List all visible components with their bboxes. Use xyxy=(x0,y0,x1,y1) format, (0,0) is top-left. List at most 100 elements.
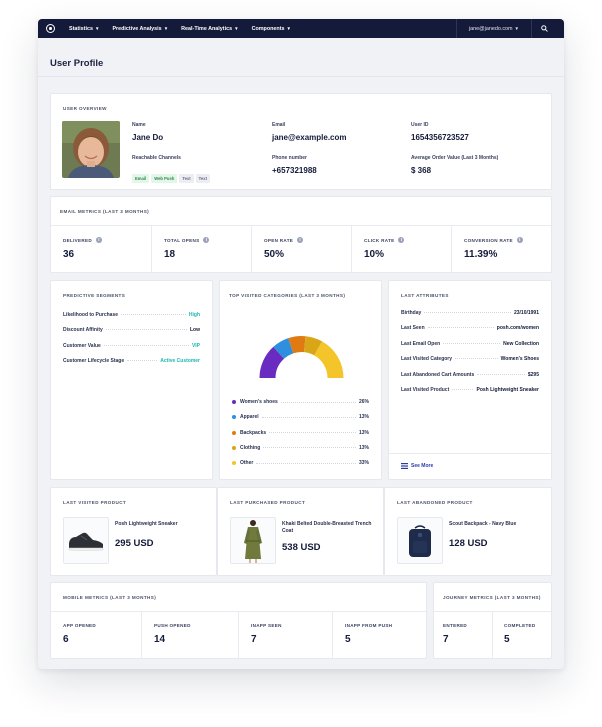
name-label: Name xyxy=(132,122,146,128)
product-name[interactable]: Khaki Belted Double-Breasted Trench Coat xyxy=(282,521,372,535)
info-icon[interactable]: i xyxy=(297,237,304,243)
product-image[interactable] xyxy=(63,517,109,564)
list-icon xyxy=(401,463,408,469)
segment-value: High xyxy=(188,312,200,318)
channel-chip: Email xyxy=(132,173,150,184)
legend-value: 33% xyxy=(358,460,369,467)
nav-label: Real-Time Analytics xyxy=(181,25,233,32)
phone-label: Phone number xyxy=(272,155,308,161)
metric-label: COMPLETED xyxy=(504,623,536,628)
segment-key: Customer Value xyxy=(63,343,101,349)
product-price: 128 USD xyxy=(449,538,488,549)
dotted-leader xyxy=(256,462,356,464)
channel-chip: Text xyxy=(179,173,194,184)
legend-item: Clothing 13% xyxy=(232,445,369,451)
card-title: JOURNEY METRICS (LAST 3 MONTHS) xyxy=(443,595,541,600)
donut-segment[interactable] xyxy=(259,346,285,378)
segment-row: Customer Value VIP xyxy=(63,343,200,349)
donut-segment[interactable] xyxy=(303,336,323,356)
dotted-leader xyxy=(269,432,356,434)
see-more-label: See More xyxy=(411,463,434,469)
donut-segment[interactable] xyxy=(273,338,294,359)
info-icon[interactable]: i xyxy=(203,237,210,243)
legend-label: Clothing xyxy=(240,444,261,451)
attribute-value: $295 xyxy=(527,372,539,378)
user-email: jane@janedo.com xyxy=(468,25,513,32)
attribute-key: Last Visited Category xyxy=(401,356,453,362)
dotted-leader xyxy=(105,329,187,330)
user-email-value[interactable]: jane@example.com xyxy=(272,133,347,142)
nav-statistics[interactable]: Statistics ▼ xyxy=(69,26,99,32)
card-divider xyxy=(389,453,551,454)
dotted-leader xyxy=(455,358,498,359)
attribute-row: Last Seen posh.com/women xyxy=(401,325,539,331)
product-price: 538 USD xyxy=(282,542,321,553)
metric-value: 6 xyxy=(63,634,69,645)
metric-label: INAPP SEEN xyxy=(251,623,282,628)
attribute-key: Last Email Open xyxy=(401,341,441,347)
search-button[interactable] xyxy=(532,25,556,32)
caret-down-icon: ▼ xyxy=(94,26,100,31)
legend-item: Other 33% xyxy=(232,460,369,466)
legend-label: Other xyxy=(240,460,254,467)
metric-value: 50% xyxy=(264,249,285,260)
app-logo-icon[interactable] xyxy=(46,24,55,33)
attribute-row: Birthday 23/10/1991 xyxy=(401,310,539,316)
user-name: Jane Do xyxy=(132,133,164,142)
nav-real-time-analytics[interactable]: Real-Time Analytics ▼ xyxy=(181,26,238,32)
dotted-leader xyxy=(443,343,501,344)
legend-value: 13% xyxy=(358,444,369,451)
product-name[interactable]: Scout Backpack - Navy Blue xyxy=(449,521,517,527)
nav-components[interactable]: Components ▼ xyxy=(252,26,291,32)
segment-row: Likelihood to Purchase High xyxy=(63,312,200,318)
nav-label: Components xyxy=(251,25,285,32)
see-more-link[interactable]: See More xyxy=(401,463,433,469)
attribute-key: Last Abandoned Cart Amounts xyxy=(401,372,475,378)
dotted-leader xyxy=(263,447,356,449)
card-title: MOBILE METRICS (LAST 3 MONTHS) xyxy=(63,595,157,600)
info-icon[interactable]: i xyxy=(96,237,102,243)
metric-label: DELIVERED i xyxy=(63,237,139,243)
product-image[interactable] xyxy=(230,517,276,564)
segment-key: Customer Lifecycle Stage xyxy=(63,358,125,364)
caret-down-icon: ▼ xyxy=(234,26,239,31)
info-icon[interactable]: i xyxy=(516,237,523,243)
card-title: LAST PURCHASED PRODUCT xyxy=(230,500,306,505)
metric-inapp-from-push: INAPP FROM PUSH 5 xyxy=(332,611,426,658)
attribute-key: Last Visited Product xyxy=(401,387,450,393)
legend-item: Women's shoes 26% xyxy=(232,399,369,405)
segment-row: Customer Lifecycle Stage Active Customer xyxy=(63,358,200,364)
metric-value: 5 xyxy=(345,634,351,645)
dotted-leader xyxy=(424,312,511,313)
segment-value: Active Customer xyxy=(160,358,200,364)
legend-dot xyxy=(232,445,236,450)
last-visited-product-card: LAST VISITED PRODUCT Posh Lightweight Sn… xyxy=(50,487,217,576)
aov-value: $ 368 xyxy=(411,166,432,175)
product-image[interactable] xyxy=(397,517,443,564)
search-icon xyxy=(540,25,548,32)
product-name[interactable]: Posh Lightweight Sneaker xyxy=(115,521,178,527)
legend-value: 26% xyxy=(358,399,369,405)
segment-key: Likelihood to Purchase xyxy=(63,312,119,318)
legend-value: 13% xyxy=(358,429,369,436)
page-title: User Profile xyxy=(50,58,104,69)
metric-entered: ENTERED 7 xyxy=(434,611,492,658)
channel-chips: Email Web Push Text Text xyxy=(132,167,212,185)
attribute-row: Last Abandoned Cart Amounts $295 xyxy=(401,372,539,378)
attribute-value: Women's Shoes xyxy=(500,356,539,362)
metric-label: TOTAL OPENS i xyxy=(164,237,239,243)
metric-value: 18 xyxy=(164,249,176,260)
user-id-value: 1654356723527 xyxy=(411,133,469,142)
legend-dot xyxy=(232,415,236,420)
legend-label: Backpacks xyxy=(240,429,267,436)
info-icon[interactable]: i xyxy=(398,237,405,243)
donut-segment[interactable] xyxy=(288,336,306,354)
metric-push-opened: PUSH OPENED 14 xyxy=(141,611,238,658)
channel-chip: Text xyxy=(195,173,210,184)
donut-segment[interactable] xyxy=(314,341,344,378)
segment-key: Discount Affinity xyxy=(63,327,103,333)
metric-label: OPEN RATE i xyxy=(264,237,339,243)
attribute-row: Last Email Open New Collection xyxy=(401,341,539,347)
user-menu[interactable]: jane@janedo.com ▼ xyxy=(457,26,531,32)
nav-predictive-analysis[interactable]: Predictive Analysis ▼ xyxy=(112,26,168,32)
